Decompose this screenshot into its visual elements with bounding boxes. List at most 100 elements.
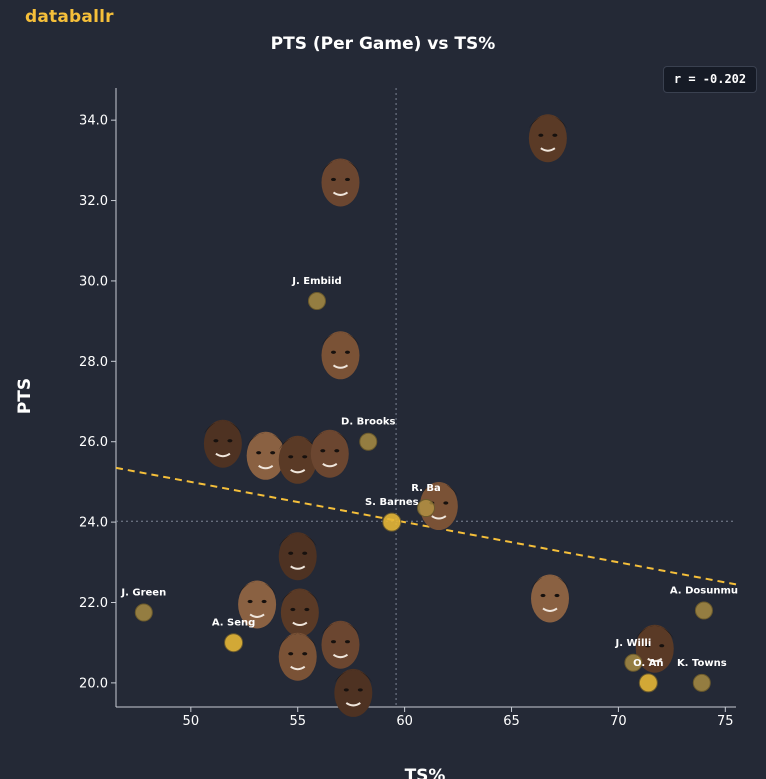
point-label: O. An <box>633 658 663 669</box>
eye <box>213 439 219 443</box>
axes: 20.0 22.0 24.0 26.0 28.0 30.0 32.0 34.0 50 55 60 65… <box>79 88 736 729</box>
eye <box>302 551 308 555</box>
mean-guides <box>116 88 736 707</box>
point-label: S. Barnes <box>365 497 419 508</box>
eye <box>302 455 308 459</box>
head-shape <box>321 158 360 207</box>
eye <box>247 599 253 604</box>
mouth <box>431 515 447 520</box>
eye <box>357 688 363 692</box>
data-point <box>638 673 658 693</box>
eye <box>320 449 326 453</box>
trendline-group <box>115 466 737 586</box>
point-label: K. Towns <box>677 658 727 669</box>
y-tick-label: 28.0 <box>79 355 108 370</box>
player-headshot <box>238 580 277 629</box>
point-label: J. Willi <box>615 638 652 649</box>
head-shape <box>321 331 360 380</box>
eye <box>443 501 449 505</box>
mouth <box>542 607 558 612</box>
y-tick-label: 24.0 <box>79 516 108 531</box>
dots-group <box>134 292 713 693</box>
x-tick-label: 65 <box>503 714 520 729</box>
eye <box>344 177 350 182</box>
player-headshot <box>419 482 458 531</box>
mouth <box>215 452 231 458</box>
hair-shape <box>321 332 360 346</box>
data-point <box>692 673 711 692</box>
hair-shape <box>238 581 277 595</box>
hair-shape <box>203 420 242 434</box>
eye <box>261 599 267 604</box>
player-headshot <box>246 431 285 480</box>
player-headshot <box>321 331 360 380</box>
head-shape <box>528 114 567 163</box>
eye <box>334 449 340 453</box>
point-label: J. Green <box>120 588 166 599</box>
data-point <box>307 292 326 311</box>
head-shape <box>419 482 458 531</box>
head-shape <box>310 429 349 478</box>
mouth <box>345 702 361 707</box>
x-tick-label: 60 <box>396 714 413 729</box>
y-axis-label: PTS <box>15 378 35 414</box>
player-headshot <box>310 429 349 478</box>
eye <box>540 593 546 598</box>
hair-shape <box>528 115 567 129</box>
eye <box>552 133 558 137</box>
x-tick-label: 75 <box>717 714 734 729</box>
hair-shape <box>246 432 285 446</box>
eye <box>538 133 544 137</box>
mouth <box>290 565 306 570</box>
mouth <box>332 653 349 659</box>
head-shape <box>278 532 317 581</box>
point-labels-group: J. Embiid D. Brooks S. Barnes R. Ba J. Green… <box>120 276 738 669</box>
player-headshot <box>203 419 242 468</box>
eye <box>270 451 276 455</box>
eye <box>645 644 651 648</box>
eye <box>288 652 294 656</box>
mouth <box>540 147 556 152</box>
hair-shape <box>334 669 373 683</box>
head-shape <box>238 580 277 629</box>
player-headshot <box>321 158 360 207</box>
x-axis-label: TS% <box>405 766 446 779</box>
player-headshot <box>528 114 567 163</box>
hair-shape <box>635 625 674 639</box>
mouth <box>332 191 349 196</box>
player-headshot <box>531 574 569 623</box>
eye <box>302 652 308 656</box>
eye <box>554 593 560 598</box>
player-headshot <box>334 668 373 717</box>
x-tick-label: 70 <box>610 714 627 729</box>
eye <box>343 688 349 692</box>
data-point <box>134 603 153 622</box>
mouth <box>332 364 349 369</box>
eye <box>304 607 310 612</box>
head-shape <box>278 435 317 484</box>
mouth <box>292 621 308 627</box>
eye <box>256 451 262 455</box>
hair-shape <box>280 589 319 603</box>
mouth <box>322 462 338 468</box>
eye <box>330 640 336 644</box>
point-label: D. Brooks <box>341 417 396 428</box>
head-shape <box>246 431 285 480</box>
eye <box>344 640 350 644</box>
player-headshot <box>278 632 317 681</box>
mouth <box>290 468 306 474</box>
chart-title: PTS (Per Game) vs TS% <box>270 34 496 54</box>
y-tick-label: 22.0 <box>79 596 108 611</box>
mouth <box>249 613 265 618</box>
player-headshot <box>278 532 317 581</box>
player-headshot <box>635 624 674 673</box>
x-tick-label: 50 <box>183 714 200 729</box>
point-label: A. Seng <box>212 618 255 629</box>
data-point <box>417 499 435 518</box>
eye <box>288 551 294 555</box>
head-shape <box>280 588 319 637</box>
player-headshot <box>280 588 319 637</box>
point-label: R. Ba <box>411 483 441 494</box>
mouth <box>647 657 663 663</box>
